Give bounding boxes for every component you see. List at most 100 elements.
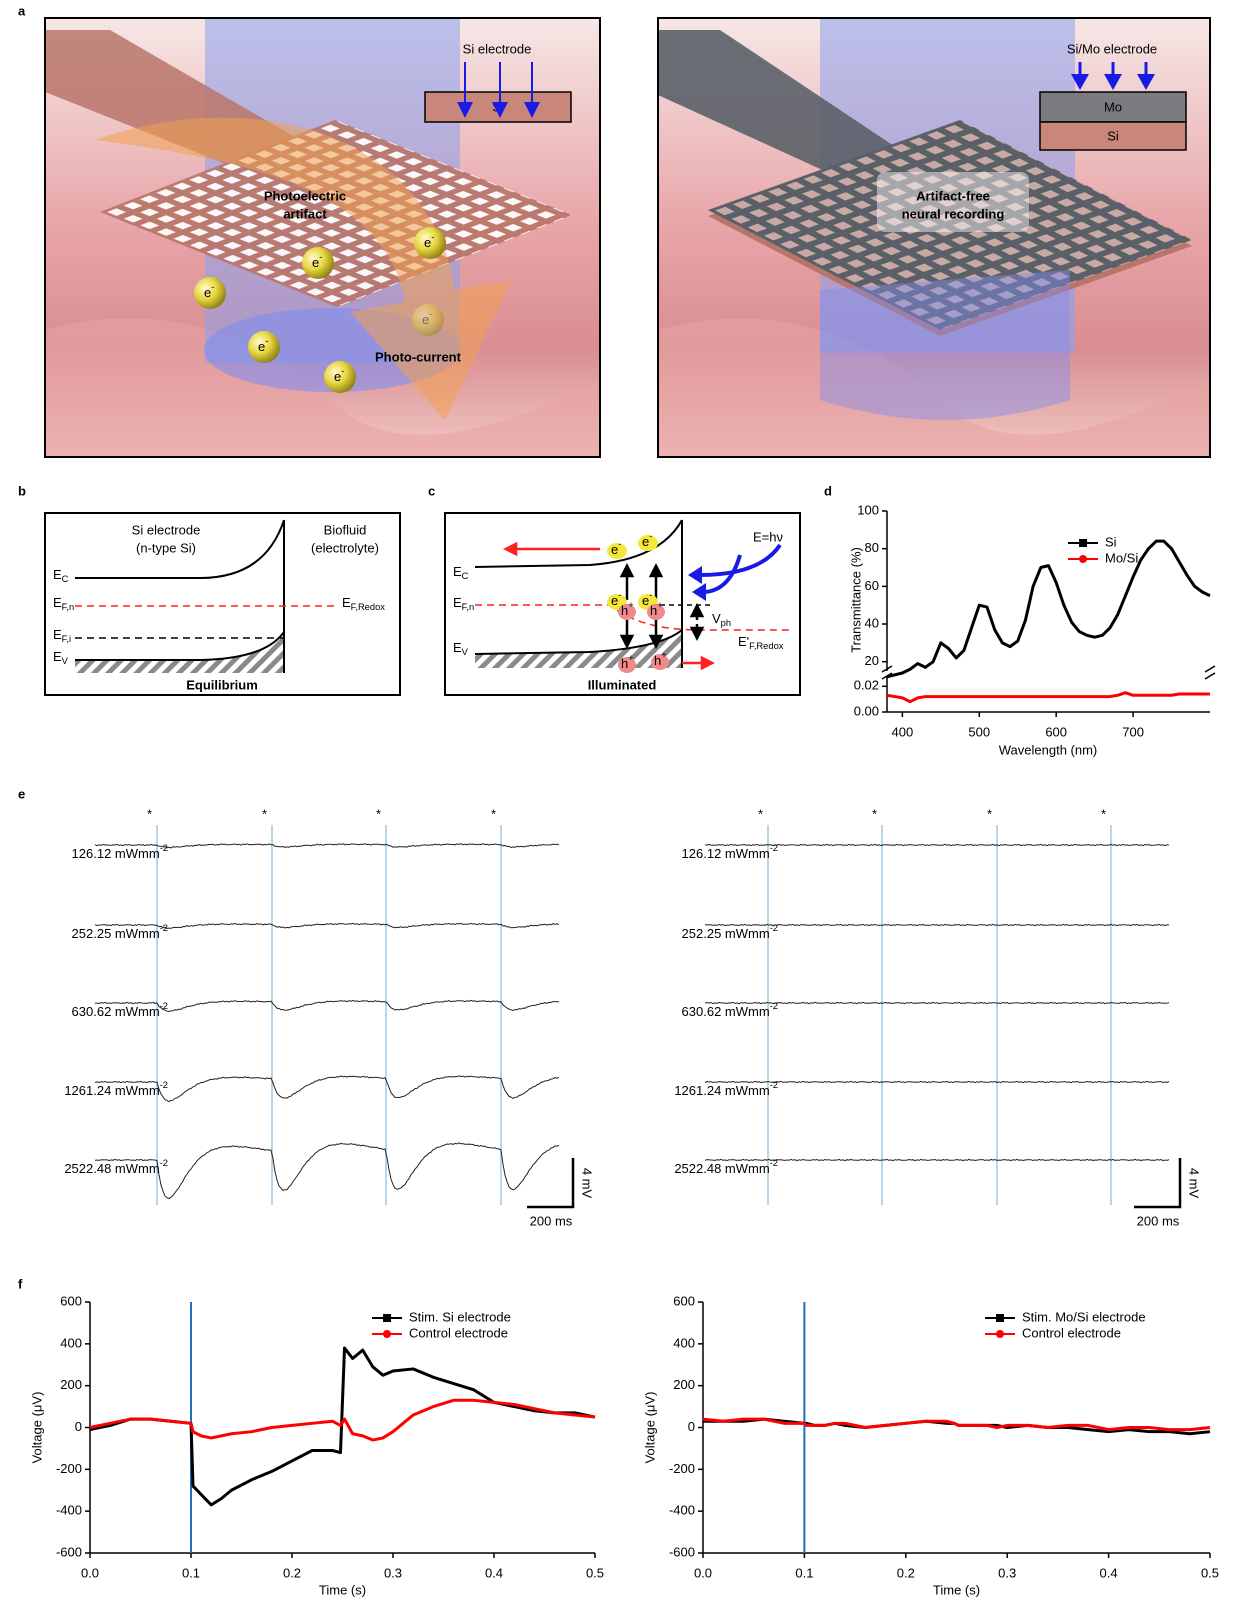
series-line (90, 1348, 595, 1505)
legend-marker (996, 1330, 1004, 1338)
figure: abcdefPhotoelectricartifactPhoto-current… (0, 0, 1254, 1609)
power-label-main: 2522.48 mWmm (64, 1161, 159, 1176)
power-label: 126.12 mWmm-2 (682, 843, 778, 861)
electron-label-main: e (422, 312, 429, 327)
power-label-sup: -2 (770, 923, 778, 933)
y-tick-label: 100 (857, 502, 879, 517)
hole-label-sup: + (628, 600, 633, 610)
level-label: Vph (712, 611, 731, 628)
scale-bar (1134, 1158, 1180, 1207)
electron-label-main: e (312, 255, 319, 270)
stim-marker: * (758, 806, 763, 821)
power-label-sup: -2 (160, 923, 168, 933)
legend-marker (996, 1314, 1004, 1322)
panel-letter: f (18, 1276, 23, 1291)
level-label-main: E (53, 595, 62, 610)
power-label: 2522.48 mWmm-2 (64, 1158, 168, 1176)
band-caption: Equilibrium (186, 677, 258, 692)
hole-label-main: h (621, 603, 628, 618)
y-tick-label: 20 (865, 653, 879, 668)
level-label-sub: ph (721, 618, 731, 628)
y-tick-label: 80 (865, 540, 879, 555)
level-label-main: E (453, 640, 462, 655)
artifact-free-label: Artifact-free (916, 188, 990, 203)
axis-break (1205, 666, 1215, 672)
x-axis-label: Time (s) (933, 1582, 980, 1597)
power-label-main: 252.25 mWmm (72, 926, 160, 941)
level-label-main: E (453, 564, 462, 579)
y-tick-label: -200 (56, 1461, 82, 1476)
y-tick-label: -400 (669, 1503, 695, 1518)
series-line (887, 693, 1210, 702)
level-label: EF,i (53, 627, 71, 644)
stim-marker: * (872, 806, 877, 821)
power-label: 1261.24 mWmm-2 (64, 1080, 168, 1098)
level-label-main: E (53, 627, 62, 642)
page: { "panel_labels": ["a", "b", "c", "d", "… (0, 0, 1254, 1609)
electron-label-main: e (611, 593, 618, 608)
artifact-label: artifact (283, 206, 327, 221)
x-axis-label: Wavelength (nm) (999, 742, 1098, 757)
band-caption: Illuminated (588, 677, 657, 692)
level-label-sub: F,n (462, 602, 474, 612)
level-label-sub: V (62, 656, 69, 666)
x-tick-label: 700 (1122, 724, 1144, 739)
level-label-main: E (53, 649, 62, 664)
x-tick-label: 0.5 (1201, 1565, 1219, 1580)
stim-marker: * (491, 806, 496, 821)
electron-label-main: e (642, 593, 649, 608)
inset-layer: Mo (1104, 99, 1122, 114)
electron-label-sup: - (265, 336, 268, 346)
electron-label-main: e (204, 285, 211, 300)
electron-label-main: e (334, 369, 341, 384)
scale-bar (527, 1158, 573, 1207)
power-label: 1261.24 mWmm-2 (674, 1080, 778, 1098)
electron-label-main: e (258, 339, 265, 354)
level-label-sub: V (462, 647, 469, 657)
power-label-main: 2522.48 mWmm (674, 1161, 769, 1176)
series-line (887, 541, 1210, 677)
x-tick-label: 0.2 (283, 1565, 301, 1580)
x-tick-label: 0.0 (81, 1565, 99, 1580)
legend-label: Si (1105, 534, 1117, 549)
y-tick-label: 40 (865, 615, 879, 630)
stim-marker: * (1101, 806, 1106, 821)
hole-label-main: h (654, 653, 661, 668)
power-label-sup: -2 (770, 1001, 778, 1011)
power-label-sup: -2 (770, 1158, 778, 1168)
legend-label: Control electrode (409, 1325, 508, 1340)
vph-arrow-head (690, 627, 705, 641)
level-label: EC (453, 564, 469, 581)
x-tick-label: 0.3 (998, 1565, 1016, 1580)
y-tick-label: -200 (669, 1461, 695, 1476)
legend-marker (383, 1314, 391, 1322)
power-label-main: 126.12 mWmm (72, 846, 160, 861)
level-label-main: V (712, 611, 721, 626)
x-tick-label: 0.2 (897, 1565, 915, 1580)
panel-letter: b (18, 483, 26, 498)
level-label-main: E (453, 595, 462, 610)
panel-letter: a (18, 3, 26, 18)
panel-letter: d (824, 483, 832, 498)
hole-label-sup: + (657, 600, 662, 610)
power-label: 252.25 mWmm-2 (682, 923, 778, 941)
y-tick-label: 400 (673, 1335, 695, 1350)
y-tick-label: 0.02 (854, 678, 879, 693)
x-tick-label: 0.5 (586, 1565, 604, 1580)
excitation-head (649, 563, 664, 577)
electron-label-sup: - (429, 309, 432, 319)
level-label: EF,n (453, 595, 474, 612)
legend-label: Stim. Mo/Si electrode (1022, 1309, 1146, 1324)
y-tick-label: 600 (673, 1293, 695, 1308)
power-label-main: 630.62 mWmm (682, 1004, 770, 1019)
level-label-sub: F,n (62, 602, 74, 612)
power-label-sup: -2 (160, 1001, 168, 1011)
y-tick-label: 600 (60, 1293, 82, 1308)
y-tick-label: 400 (60, 1335, 82, 1350)
y-tick-label: -600 (56, 1544, 82, 1559)
power-label-sup: -2 (160, 1080, 168, 1090)
y-tick-label: 60 (865, 578, 879, 593)
photon-label: E=hν (753, 529, 783, 544)
y-axis-label: Voltage (μV) (642, 1392, 657, 1464)
level-label-sub: F,i (62, 634, 71, 644)
